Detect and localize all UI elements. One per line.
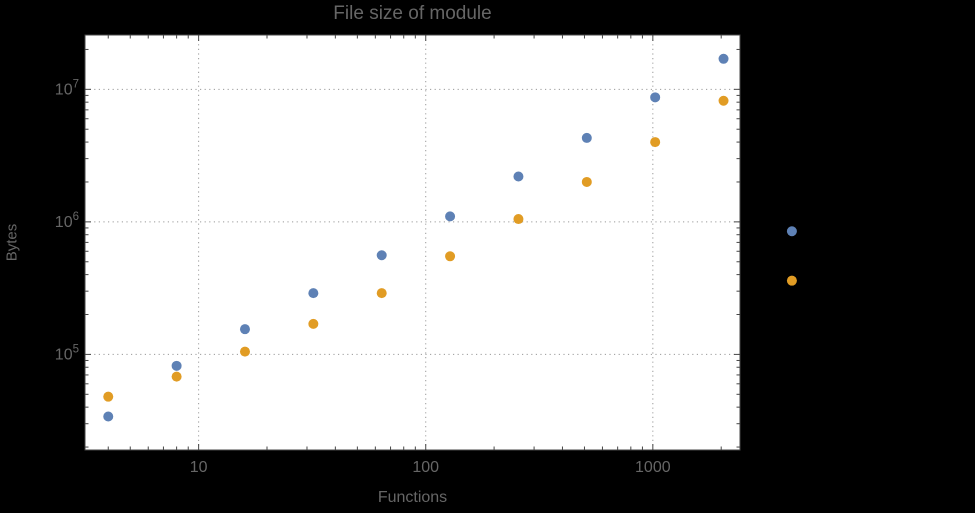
plot-background bbox=[85, 35, 740, 450]
y-tick-labels: 105 106 107 bbox=[55, 78, 79, 363]
series-1-point bbox=[718, 53, 729, 64]
x-tick-label: 10 bbox=[190, 459, 208, 476]
series-1-point bbox=[239, 324, 250, 335]
series-1-point bbox=[786, 226, 797, 237]
x-tick-label: 1000 bbox=[635, 459, 671, 476]
series-2-point bbox=[376, 288, 387, 299]
series-1-point bbox=[376, 250, 387, 261]
series-2-point bbox=[513, 214, 524, 225]
series-2-point bbox=[445, 251, 456, 262]
series-2-point bbox=[786, 275, 797, 286]
x-axis-label: Functions bbox=[377, 489, 448, 506]
x-tick-labels: 10 100 1000 bbox=[190, 459, 671, 476]
series-1-point bbox=[445, 211, 456, 222]
y-tick-label: 105 bbox=[55, 343, 79, 363]
data-points-series-1 bbox=[103, 53, 797, 422]
series-1-point bbox=[513, 171, 524, 182]
series-2-point bbox=[103, 391, 114, 402]
data-points-series-2 bbox=[103, 95, 797, 402]
axis-ticks bbox=[85, 35, 740, 450]
series-2-point bbox=[581, 176, 592, 187]
series-2-point bbox=[308, 318, 319, 329]
series-2-point bbox=[718, 95, 729, 106]
series-2-point bbox=[171, 371, 182, 382]
series-1-point bbox=[171, 360, 182, 371]
y-tick-label: 107 bbox=[55, 78, 79, 98]
series-1-point bbox=[308, 288, 319, 299]
series-1-point bbox=[103, 411, 114, 422]
chart-title: File size of module bbox=[333, 3, 492, 24]
x-tick-label: 100 bbox=[412, 459, 439, 476]
series-2-point bbox=[239, 346, 250, 357]
series-1-point bbox=[650, 92, 661, 103]
series-2-point bbox=[650, 137, 661, 148]
series-1-point bbox=[581, 132, 592, 143]
y-tick-label: 106 bbox=[55, 211, 79, 231]
grid-lines bbox=[85, 35, 740, 450]
